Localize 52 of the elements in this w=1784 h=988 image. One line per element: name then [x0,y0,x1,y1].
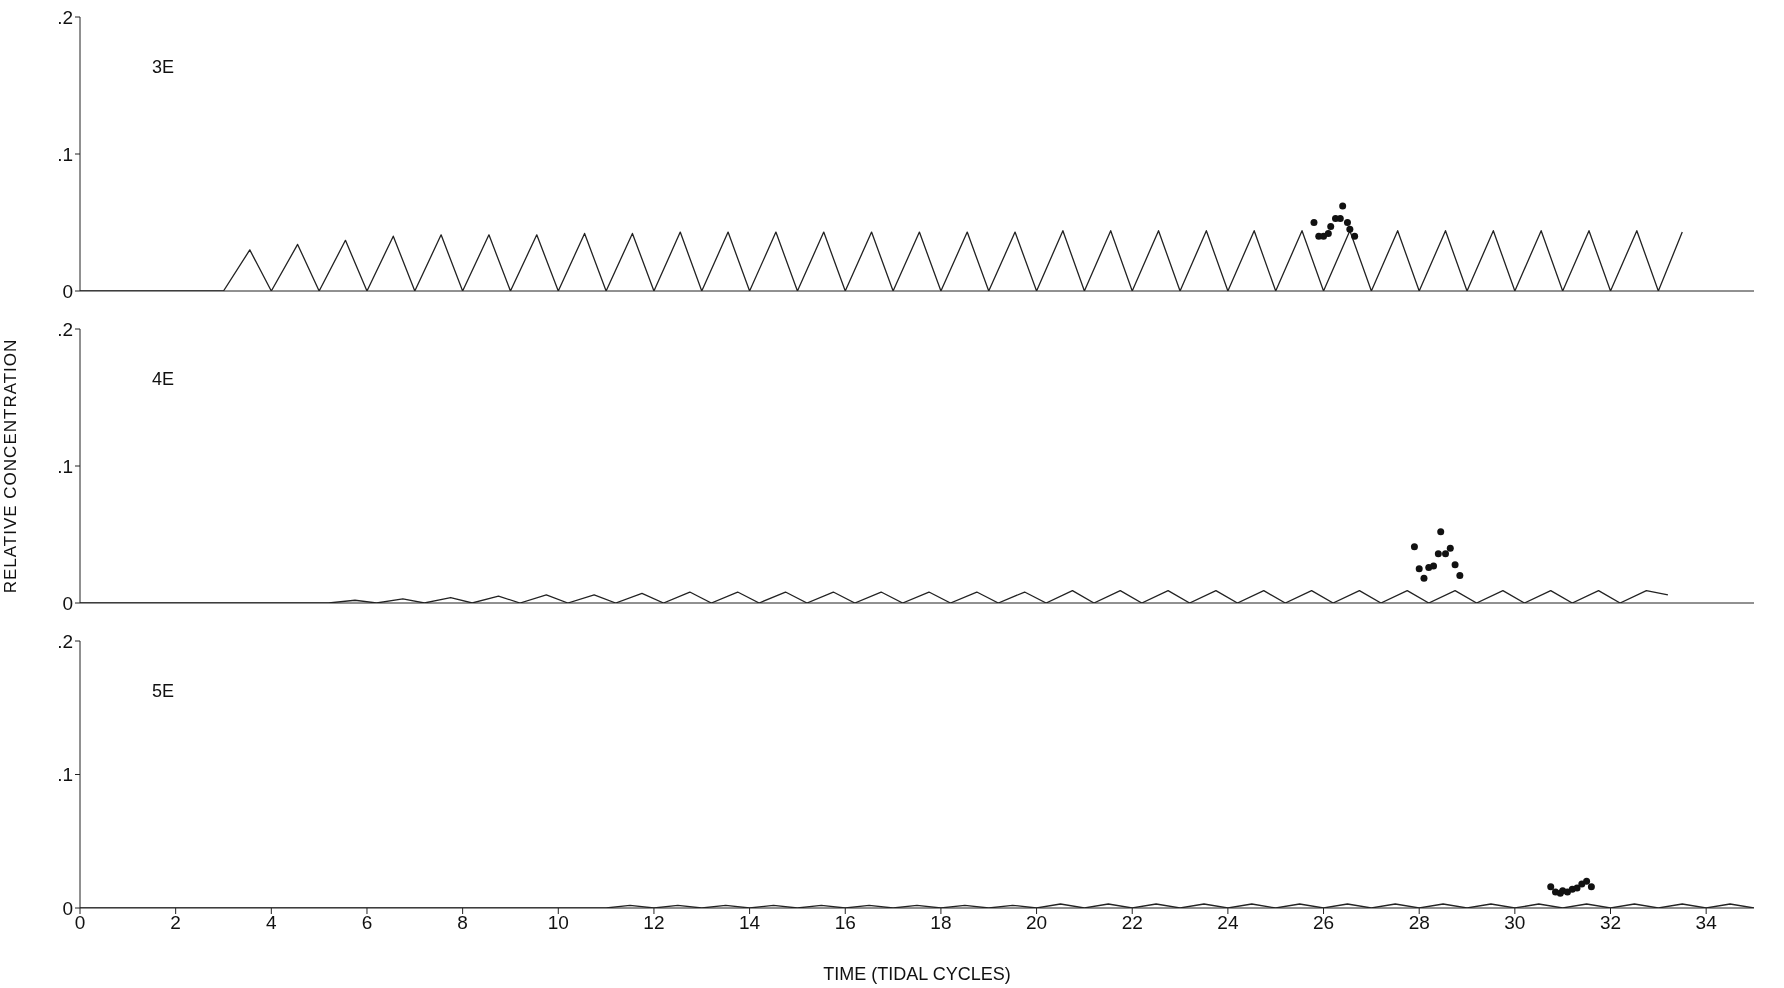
point [1343,219,1351,226]
x-tick-label: 10 [547,912,569,934]
text: 4E [152,369,175,390]
x-tick-label: 34 [1695,912,1718,934]
point [1442,550,1450,558]
x-tick-label: 24 [1217,912,1239,934]
y-tick-label: 0 [62,592,73,614]
text: 5E [152,681,175,702]
point [1456,572,1464,580]
point [1339,202,1347,210]
x-axis-title: TIME (TIDAL CYCLES) [823,964,1011,984]
x-tick-label: 22 [1121,912,1143,934]
point [1547,883,1555,891]
x-tick-label: 12 [643,912,665,934]
point [1324,229,1332,237]
point [1446,544,1454,552]
x-tick-label: 18 [930,912,952,934]
x-tick-label: 30 [1504,912,1526,934]
x-tick-label: 16 [834,912,856,934]
point [1434,550,1442,558]
y-tick-label: .2 [57,6,73,28]
point [1310,219,1318,226]
x-tick-label: 26 [1312,912,1335,934]
point [1451,561,1459,569]
y-tick-label: 0 [62,897,73,919]
y-tick-label: .1 [57,143,73,165]
y-axis-title: RELATIVE CONCENTRATION [1,338,21,594]
y-tick-label: .1 [57,764,73,786]
y-tick-label: .1 [57,455,73,477]
y-tick-label: .2 [57,318,73,340]
point [1351,232,1359,240]
point [1430,562,1438,570]
x-tick-label: 8 [457,912,468,934]
point [1327,223,1335,231]
x-tick-label: 2 [170,912,181,934]
x-tick-label: 6 [361,912,373,934]
point [1437,528,1445,536]
point [1583,877,1591,885]
point [1410,543,1418,551]
x-tick-label: 32 [1599,912,1622,934]
point [1336,214,1344,222]
point [1587,883,1595,891]
x-tick-label: 14 [739,912,761,934]
x-tick-label: 28 [1408,912,1430,934]
point [1346,225,1354,233]
x-tick-label: 4 [266,912,278,934]
y-tick-label: 0 [62,280,73,302]
point [1420,574,1428,582]
point [1415,565,1423,573]
text: 3E [152,57,175,78]
y-tick-label: .2 [57,630,73,652]
x-tick-label: 20 [1026,912,1048,934]
